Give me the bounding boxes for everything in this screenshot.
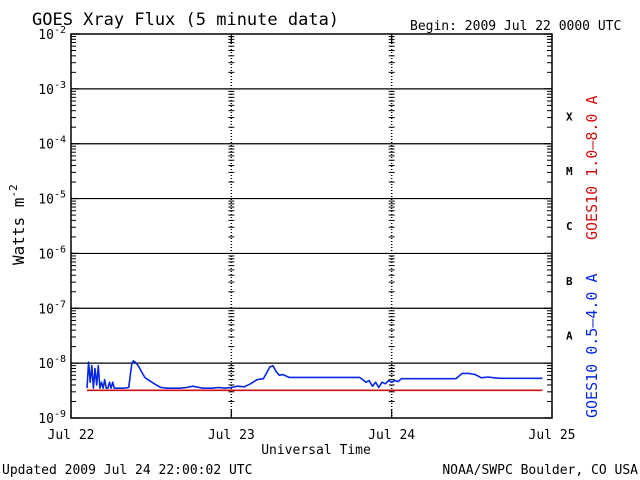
- credit-text: NOAA/SWPC Boulder, CO USA: [442, 463, 638, 478]
- y-tick-label: 10-7: [38, 299, 66, 317]
- flare-class-label: B: [566, 275, 573, 288]
- y-axis-ticks: 10-9 10-8 10-7 10-6 10-5 10-4 10-3 10-2: [38, 25, 552, 427]
- flare-class-label: A: [566, 330, 573, 343]
- data-series: [86, 360, 543, 392]
- flare-class-label: M: [566, 165, 573, 178]
- begin-label: Begin: 2009 Jul 22 0000 UTC: [410, 19, 621, 34]
- grid: [71, 34, 552, 418]
- y-tick-label: 10-8: [38, 354, 66, 372]
- flare-class-label: C: [566, 220, 573, 233]
- x-tick-label: Jul 25: [529, 428, 576, 443]
- x-tick-label: Jul 22: [48, 428, 95, 443]
- updated-timestamp: Updated 2009 Jul 24 22:00:02 UTC: [2, 463, 252, 478]
- y-tick-label: 10-2: [38, 25, 66, 43]
- legend-series-short: GOES10 0.5–4.0 A: [583, 274, 601, 419]
- y-tick-label: 10-9: [38, 409, 66, 427]
- flare-class-label: X: [566, 110, 573, 123]
- series-line-short-wavelength: [86, 360, 543, 390]
- y-tick-label: 10-4: [38, 135, 66, 153]
- y-axis-label: Watts m-2: [7, 184, 28, 265]
- x-axis-label: Universal Time: [261, 443, 371, 458]
- x-tick-label: Jul 24: [368, 428, 415, 443]
- x-axis-ticks: Jul 22 Jul 23 Jul 24 Jul 25: [48, 34, 576, 443]
- plot-frame: [70, 33, 553, 419]
- y-tick-label: 10-3: [38, 80, 66, 98]
- flare-class-labels: A B C M X: [566, 110, 573, 342]
- y-tick-label: 10-6: [38, 244, 66, 262]
- x-tick-label: Jul 23: [208, 428, 255, 443]
- y-tick-label: 10-5: [38, 190, 66, 208]
- legend-series-long: GOES10 1.0–8.0 A: [583, 96, 601, 241]
- chart-title: GOES Xray Flux (5 minute data): [32, 10, 339, 30]
